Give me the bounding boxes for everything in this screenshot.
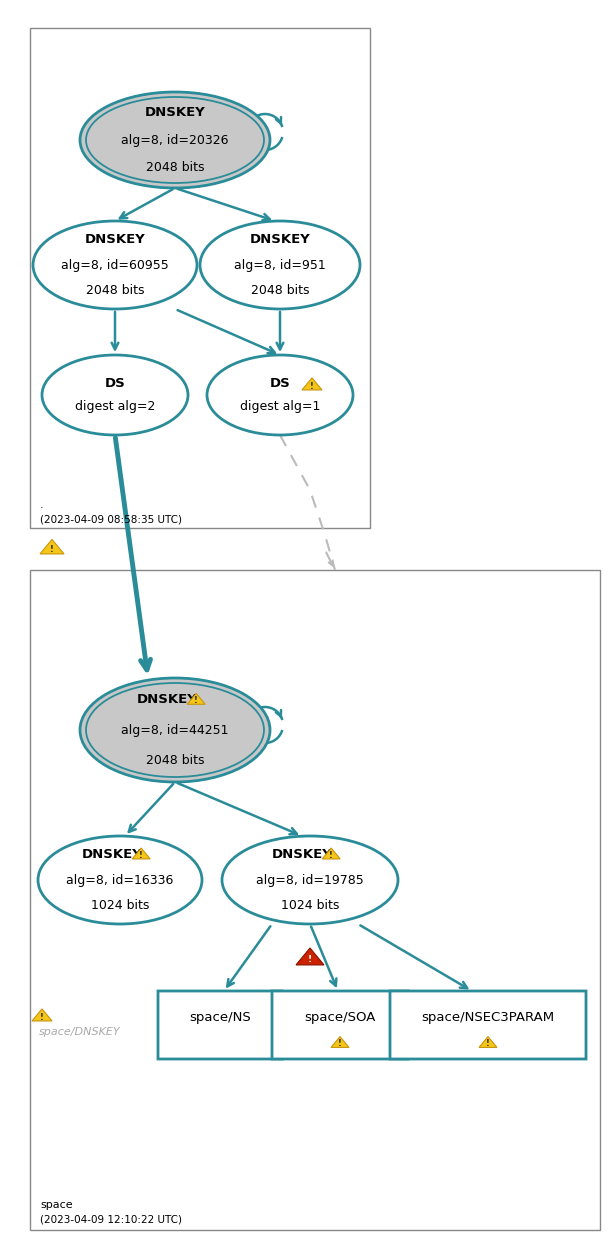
Text: 1024 bits: 1024 bits [281, 899, 339, 912]
Text: DS: DS [105, 376, 126, 390]
Polygon shape [302, 378, 322, 390]
Text: 2048 bits: 2048 bits [146, 161, 205, 174]
Text: !: ! [308, 956, 312, 964]
Text: digest alg=2: digest alg=2 [75, 400, 155, 413]
Text: DNSKEY: DNSKEY [82, 849, 142, 861]
Text: DNSKEY: DNSKEY [145, 106, 205, 118]
Ellipse shape [80, 92, 270, 188]
Polygon shape [187, 694, 205, 704]
FancyBboxPatch shape [390, 991, 586, 1059]
Text: 2048 bits: 2048 bits [86, 285, 144, 297]
Text: !: ! [486, 1040, 490, 1049]
Text: DNSKEY: DNSKEY [84, 233, 145, 246]
Text: !: ! [139, 851, 143, 860]
Bar [30, 570, 600, 1230]
Text: DS: DS [270, 376, 290, 390]
Text: alg=8, id=60955: alg=8, id=60955 [61, 258, 169, 272]
Text: !: ! [40, 1012, 44, 1021]
Text: DNSKEY: DNSKEY [137, 694, 197, 706]
Text: alg=8, id=951: alg=8, id=951 [234, 258, 326, 272]
Polygon shape [40, 539, 64, 554]
Bar [30, 28, 370, 528]
Text: DNSKEY: DNSKEY [272, 849, 333, 861]
Text: DNSKEY: DNSKEY [249, 233, 310, 246]
Text: alg=8, id=16336: alg=8, id=16336 [67, 874, 174, 886]
Text: 1024 bits: 1024 bits [91, 899, 149, 912]
Text: space/SOA: space/SOA [304, 1011, 376, 1024]
FancyBboxPatch shape [272, 991, 408, 1059]
Text: digest alg=1: digest alg=1 [240, 400, 320, 413]
Text: alg=8, id=20326: alg=8, id=20326 [121, 133, 229, 146]
Text: !: ! [310, 381, 314, 390]
Text: !: ! [330, 851, 333, 860]
Text: alg=8, id=19785: alg=8, id=19785 [256, 874, 364, 886]
Ellipse shape [200, 222, 360, 308]
Text: !: ! [338, 1040, 342, 1049]
Polygon shape [331, 1036, 349, 1047]
Ellipse shape [222, 836, 398, 924]
Polygon shape [296, 948, 324, 964]
Text: !: ! [50, 545, 54, 554]
Text: space/DNSKEY: space/DNSKEY [39, 1027, 121, 1037]
Text: 2048 bits: 2048 bits [146, 754, 205, 767]
Text: space/NS: space/NS [189, 1011, 251, 1024]
Text: .: . [40, 500, 44, 510]
Text: (2023-04-09 12:10:22 UTC): (2023-04-09 12:10:22 UTC) [40, 1215, 182, 1225]
Text: space/NSEC3PARAM: space/NSEC3PARAM [421, 1011, 554, 1024]
Polygon shape [32, 1008, 52, 1021]
Text: space: space [40, 1200, 73, 1210]
FancyBboxPatch shape [158, 991, 282, 1059]
Text: !: ! [194, 696, 198, 705]
Polygon shape [479, 1036, 497, 1047]
Text: (2023-04-09 08:58:35 UTC): (2023-04-09 08:58:35 UTC) [40, 514, 182, 524]
Ellipse shape [38, 836, 202, 924]
Ellipse shape [42, 355, 188, 436]
Ellipse shape [80, 679, 270, 782]
Polygon shape [322, 849, 340, 859]
Text: alg=8, id=44251: alg=8, id=44251 [121, 724, 229, 737]
Ellipse shape [207, 355, 353, 436]
Ellipse shape [33, 222, 197, 308]
Text: 2048 bits: 2048 bits [251, 285, 309, 297]
Polygon shape [132, 849, 150, 859]
